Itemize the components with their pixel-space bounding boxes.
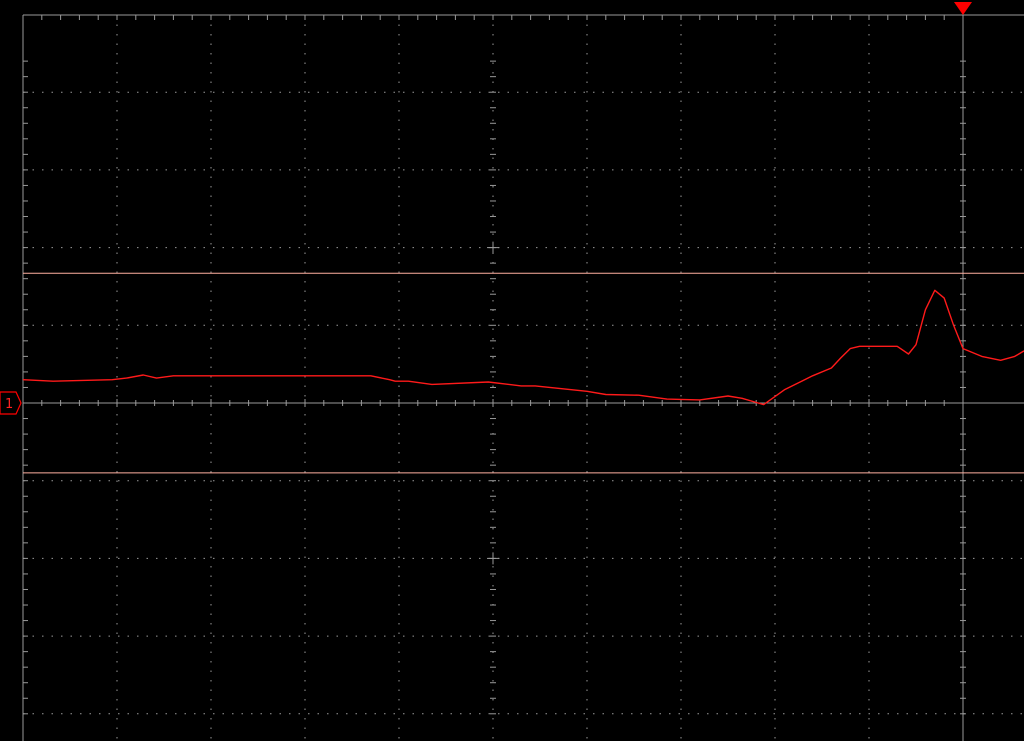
trigger-position-triangle-icon[interactable] — [954, 2, 972, 15]
channel-1-label: 1 — [5, 397, 13, 412]
graticule — [22, 14, 1024, 741]
waveform-trace-ch1 — [22, 289, 1024, 406]
cursor-lines — [23, 272, 1024, 474]
channel-1-ground-marker-icon[interactable]: 1 — [0, 391, 22, 415]
markers: 1 — [0, 2, 972, 415]
waveform-trace-group — [22, 289, 1024, 406]
channel-1-marker-shape — [0, 391, 22, 415]
